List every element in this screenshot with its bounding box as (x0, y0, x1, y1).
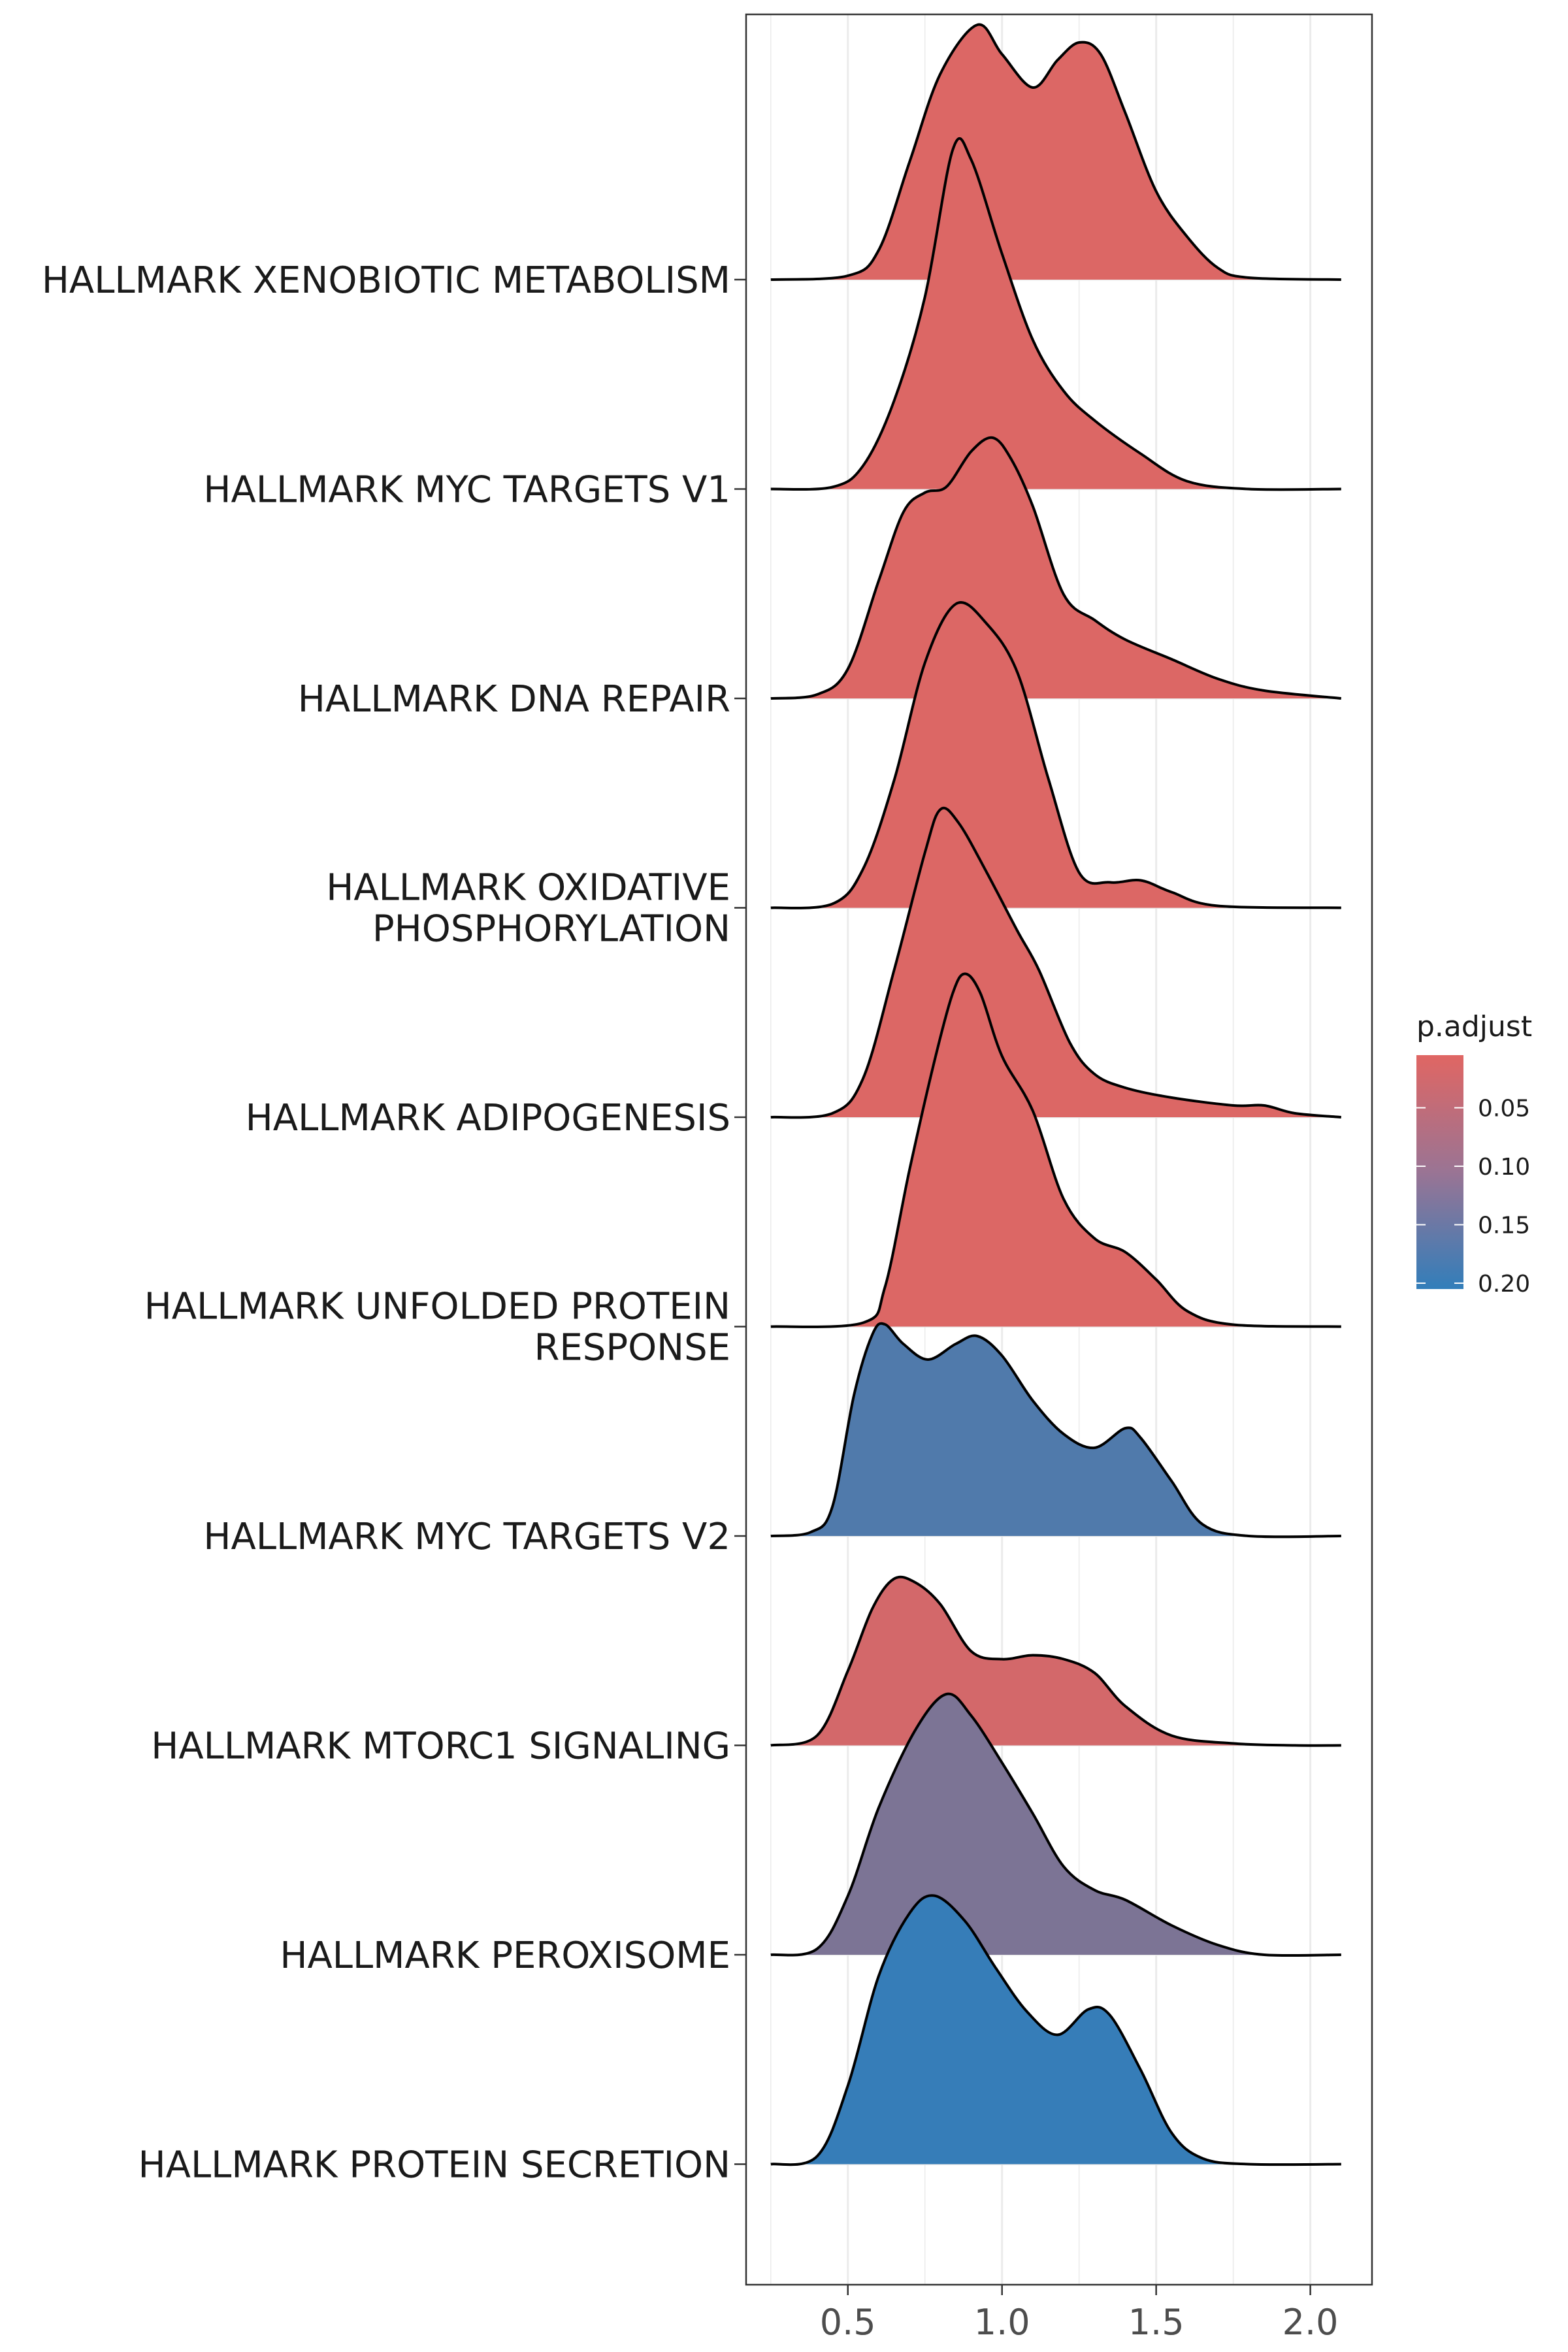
ridge (770, 601, 1341, 909)
ridge-area (770, 1895, 1341, 2165)
y-tick-label: HALLMARK UNFOLDED PROTEIN RESPONSE (144, 1286, 730, 1369)
x-tick-label: 1.0 (974, 2302, 1030, 2343)
ridge (770, 436, 1342, 700)
x-axis: 0.5 1.0 1.5 2.0 (820, 2285, 1339, 2343)
ridge-area (770, 1693, 1341, 1956)
y-tick-label-line: HALLMARK UNFOLDED PROTEIN (144, 1286, 730, 1328)
legend-title: p.adjust (1416, 1010, 1532, 1043)
ridge (770, 23, 1341, 281)
y-tick-label-line: HALLMARK MYC TARGETS V2 (203, 1516, 730, 1558)
ridge (770, 806, 1341, 1119)
y-tick-label: HALLMARK MYC TARGETS V2 (203, 1516, 730, 1558)
legend-tick-label: 0.05 (1478, 1096, 1530, 1122)
ridge-area (770, 24, 1341, 280)
ridge-area (770, 1323, 1341, 1537)
legend-tick-label: 0.15 (1478, 1213, 1530, 1239)
x-tick-label: 1.5 (1128, 2302, 1184, 2343)
ridge-outline (770, 806, 1341, 1119)
y-tick-label: HALLMARK PROTEIN SECRETION (139, 2144, 730, 2187)
ridge-outline (770, 1322, 1341, 1539)
x-tick-label: 0.5 (820, 2302, 876, 2343)
ridge-outline (770, 1575, 1341, 1747)
ridge (770, 1575, 1341, 1747)
ridge-outline (770, 601, 1341, 909)
ridge-outline (770, 1894, 1341, 2166)
ridge (770, 1894, 1341, 2166)
ridge-outline (770, 972, 1341, 1328)
ridge-area (770, 602, 1341, 908)
ridge-outline (770, 23, 1341, 281)
panel-border (745, 13, 1373, 2286)
ridge (770, 972, 1341, 1328)
ridge (770, 137, 1341, 491)
y-tick-label: HALLMARK ADIPOGENESIS (246, 1097, 730, 1139)
ridge-outline (770, 1692, 1341, 1957)
y-tick-label: HALLMARK PEROXISOME (280, 1935, 730, 1977)
y-axis: HALLMARK XENOBIOTIC METABOLISM HALLMARK M… (42, 259, 746, 2187)
y-tick-label: HALLMARK MYC TARGETS V1 (203, 469, 730, 512)
legend-tick-label: 0.10 (1478, 1154, 1530, 1181)
y-tick-label: HALLMARK OXIDATIVE PHOSPHORYLATION (326, 867, 730, 951)
x-tick-label: 2.0 (1282, 2302, 1339, 2343)
y-tick-label-line: HALLMARK MTORC1 SIGNALING (151, 1725, 730, 1768)
y-tick-label: HALLMARK MTORC1 SIGNALING (151, 1725, 730, 1768)
ridge-area (770, 138, 1341, 490)
ridge-area (770, 973, 1341, 1327)
legend-colorbar (1416, 1055, 1463, 1289)
y-tick-label-line: HALLMARK XENOBIOTIC METABOLISM (42, 259, 730, 302)
ridge-area (770, 808, 1341, 1118)
ridge-area (770, 437, 1341, 698)
ridge (770, 1322, 1341, 1539)
y-tick-label-line: HALLMARK DNA REPAIR (298, 678, 730, 721)
y-tick-label-line: HALLMARK ADIPOGENESIS (246, 1097, 730, 1139)
ridge-outline (770, 436, 1342, 700)
y-tick-label: HALLMARK XENOBIOTIC METABOLISM (42, 259, 730, 302)
ridges (770, 23, 1342, 2166)
y-tick-label-line: HALLMARK PROTEIN SECRETION (139, 2144, 730, 2187)
legend-tick-label: 0.20 (1478, 1271, 1530, 1298)
y-tick-label-line: HALLMARK OXIDATIVE (326, 867, 730, 909)
y-tick-label-line: PHOSPHORYLATION (372, 908, 730, 951)
ridge-area (770, 1576, 1341, 1746)
y-tick-label-line: HALLMARK MYC TARGETS V1 (203, 469, 730, 512)
y-tick-label-line: RESPONSE (534, 1327, 730, 1369)
y-tick-label-line: HALLMARK PEROXISOME (280, 1935, 730, 1977)
y-tick-label: HALLMARK DNA REPAIR (298, 678, 730, 721)
ridge (770, 1692, 1341, 1957)
ridge-outline (770, 137, 1341, 491)
legend: p.adjust 0.05 0.10 0.15 0.20 (1416, 1010, 1532, 1298)
